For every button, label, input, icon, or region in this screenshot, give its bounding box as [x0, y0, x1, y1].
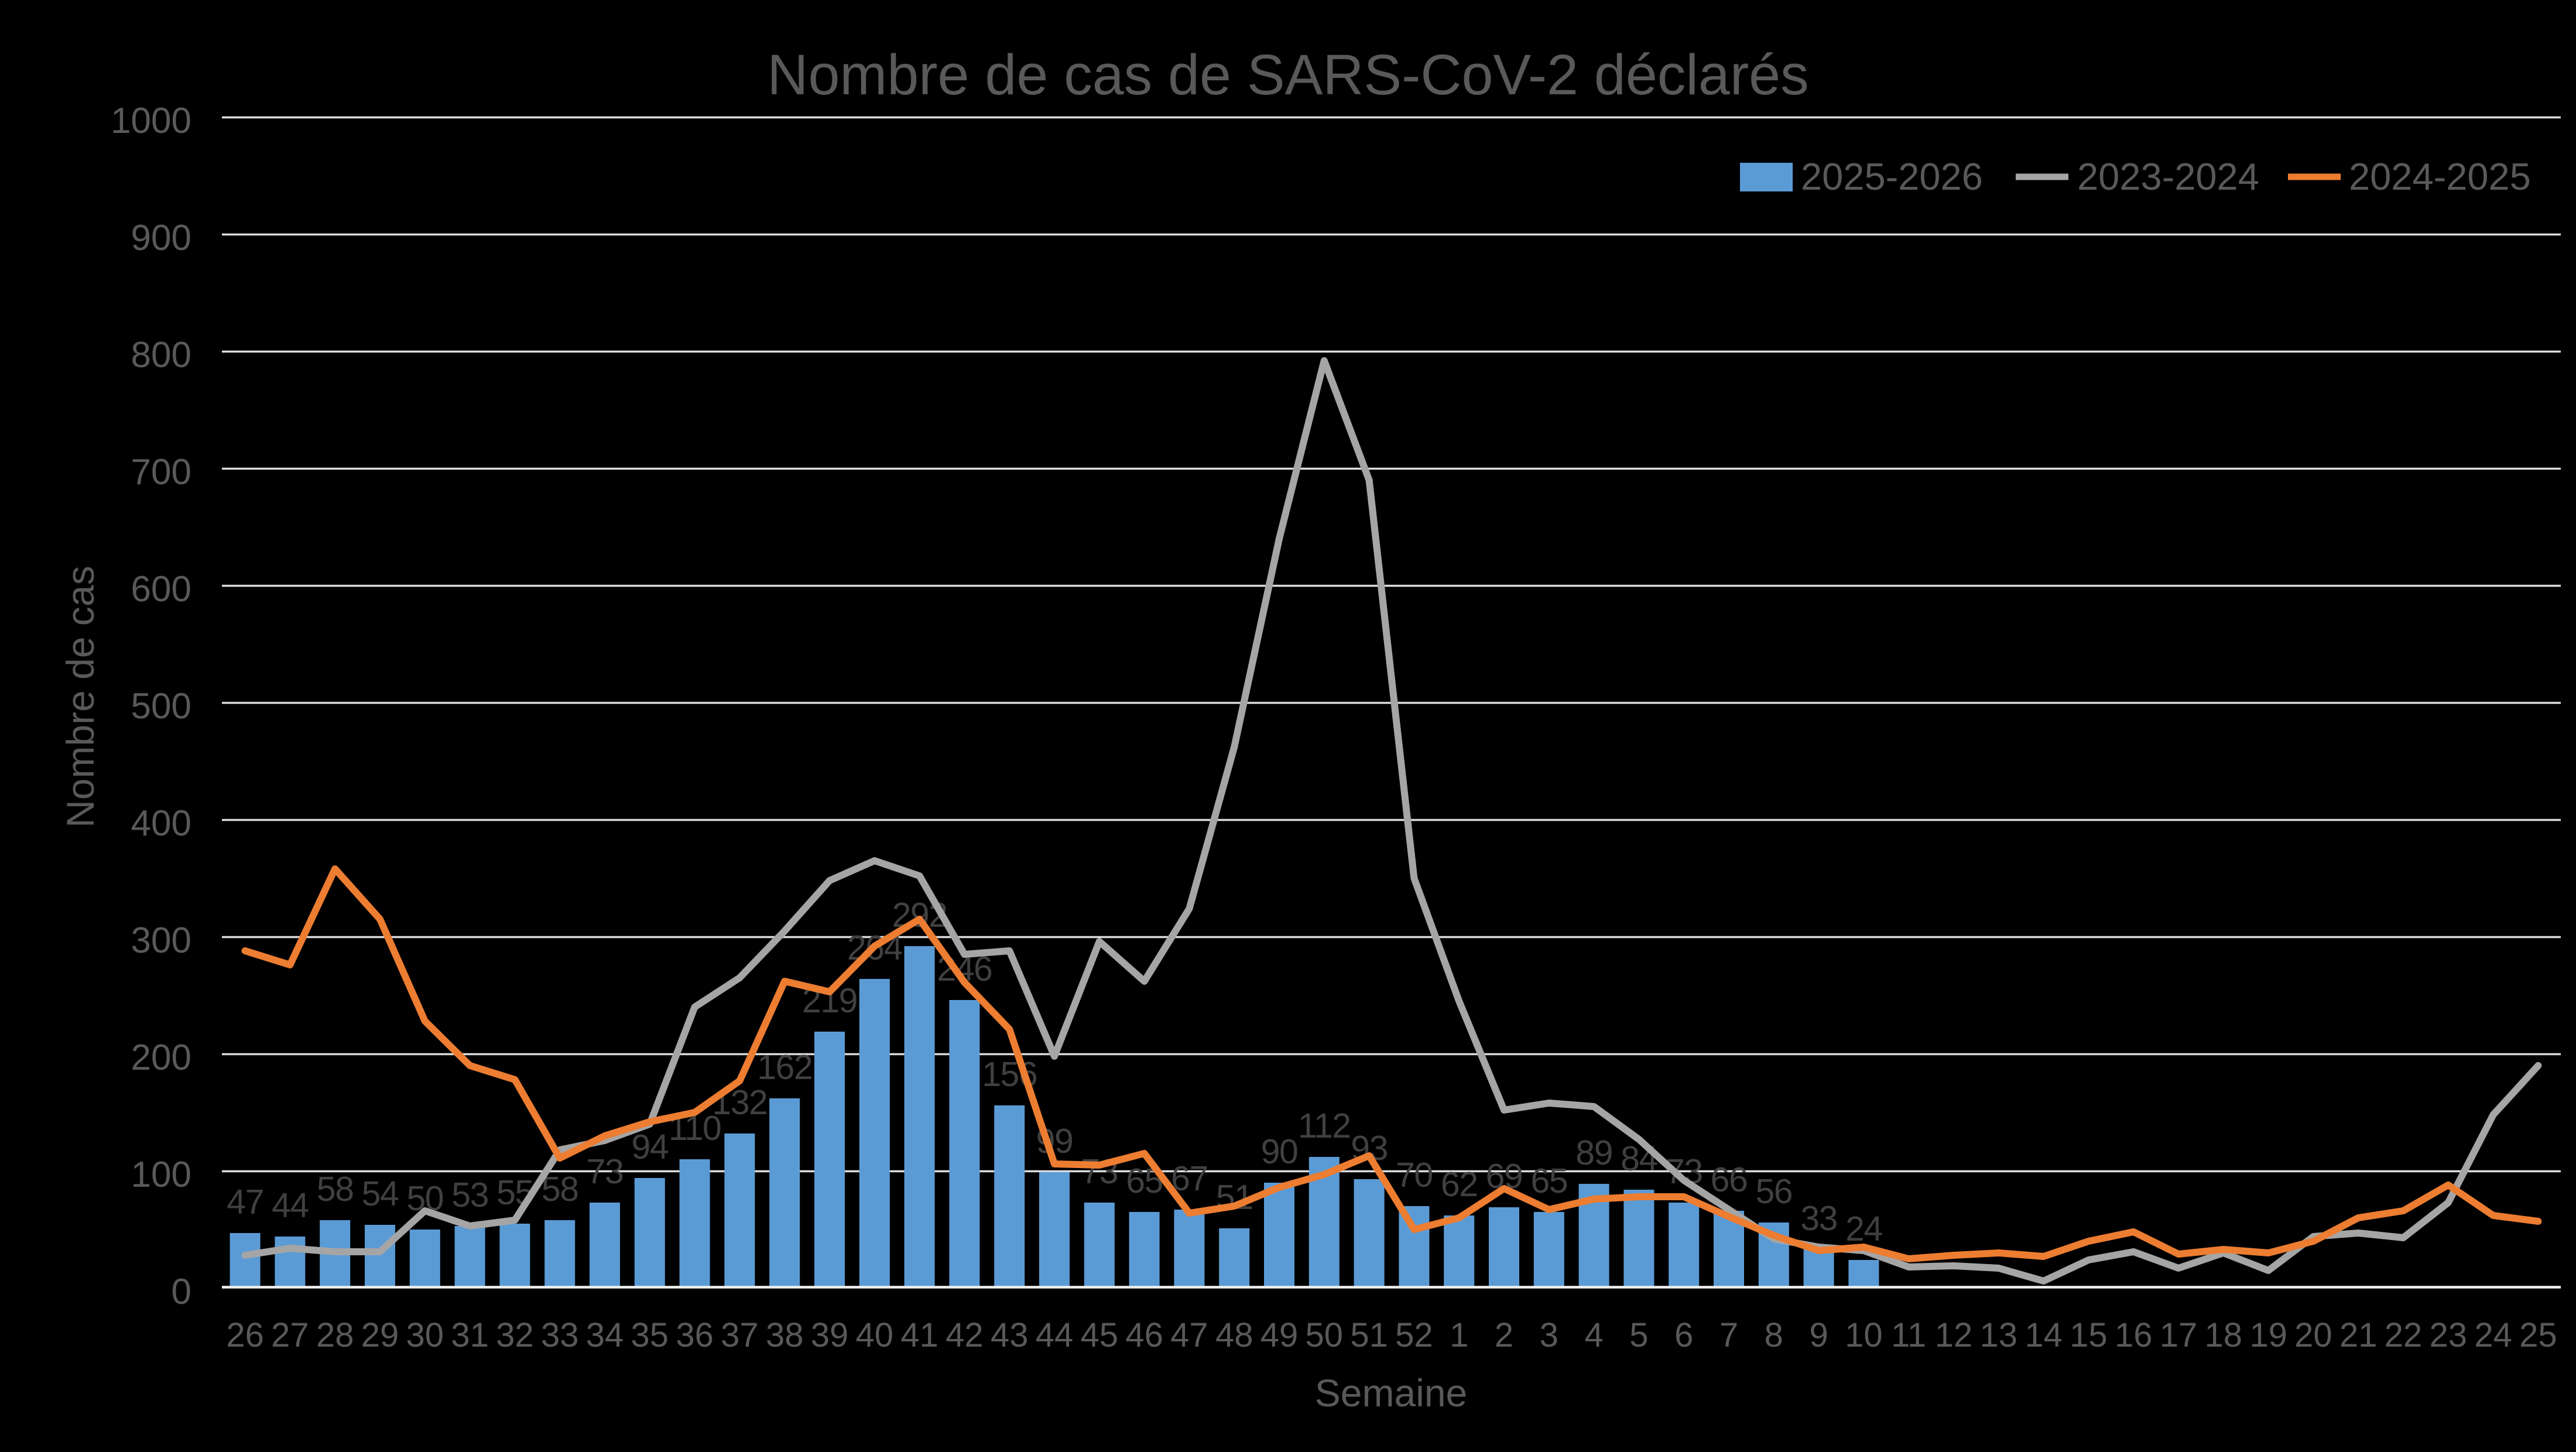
svg-text:44: 44 — [1036, 1316, 1074, 1354]
svg-text:700: 700 — [131, 452, 191, 492]
svg-text:600: 600 — [131, 569, 191, 609]
svg-text:27: 27 — [271, 1316, 309, 1354]
svg-text:32: 32 — [496, 1316, 534, 1354]
svg-text:34: 34 — [586, 1316, 624, 1354]
svg-text:43: 43 — [991, 1316, 1029, 1354]
svg-text:33: 33 — [1800, 1199, 1837, 1238]
svg-text:94: 94 — [631, 1128, 668, 1166]
svg-text:45: 45 — [1081, 1316, 1119, 1354]
svg-text:0: 0 — [172, 1272, 191, 1312]
svg-text:Nombre de cas de SARS-CoV-2 dé: Nombre de cas de SARS-CoV-2 déclarés — [767, 43, 1808, 107]
svg-text:49: 49 — [1260, 1316, 1299, 1354]
svg-text:70: 70 — [1396, 1156, 1433, 1194]
svg-text:25: 25 — [2519, 1316, 2557, 1354]
svg-text:46: 46 — [1125, 1316, 1163, 1354]
svg-text:24: 24 — [1845, 1210, 1882, 1248]
svg-text:800: 800 — [131, 335, 191, 375]
svg-text:53: 53 — [451, 1176, 488, 1214]
svg-text:89: 89 — [1575, 1133, 1612, 1172]
svg-text:29: 29 — [361, 1316, 399, 1354]
svg-text:42: 42 — [946, 1316, 984, 1354]
svg-text:31: 31 — [451, 1316, 489, 1354]
svg-text:15: 15 — [2070, 1316, 2108, 1354]
svg-text:5: 5 — [1629, 1316, 1648, 1354]
svg-text:2024-2025: 2024-2025 — [2349, 155, 2531, 198]
svg-text:Nombre de cas: Nombre de cas — [59, 566, 102, 828]
svg-text:24: 24 — [2474, 1316, 2512, 1354]
svg-text:10: 10 — [1845, 1316, 1883, 1354]
svg-text:300: 300 — [131, 920, 191, 961]
svg-text:400: 400 — [131, 803, 191, 844]
svg-text:132: 132 — [712, 1083, 767, 1122]
svg-text:500: 500 — [131, 686, 191, 727]
svg-text:4: 4 — [1584, 1316, 1603, 1354]
svg-text:66: 66 — [1711, 1160, 1748, 1199]
svg-text:51: 51 — [1350, 1316, 1388, 1354]
svg-text:2025-2026: 2025-2026 — [1801, 155, 1983, 198]
svg-text:26: 26 — [226, 1316, 264, 1354]
svg-text:200: 200 — [131, 1037, 191, 1078]
svg-text:20: 20 — [2294, 1316, 2332, 1354]
svg-text:41: 41 — [900, 1316, 938, 1354]
svg-text:17: 17 — [2160, 1316, 2198, 1354]
svg-text:73: 73 — [1081, 1152, 1118, 1191]
svg-text:12: 12 — [1935, 1316, 1973, 1354]
svg-text:21: 21 — [2339, 1316, 2378, 1354]
svg-text:100: 100 — [131, 1155, 191, 1195]
svg-text:22: 22 — [2385, 1316, 2423, 1354]
svg-text:37: 37 — [721, 1316, 759, 1354]
svg-text:44: 44 — [272, 1186, 309, 1225]
svg-text:30: 30 — [406, 1316, 444, 1354]
svg-text:28: 28 — [316, 1316, 354, 1354]
svg-text:19: 19 — [2249, 1316, 2287, 1354]
svg-text:6: 6 — [1674, 1316, 1693, 1354]
svg-text:62: 62 — [1441, 1165, 1478, 1204]
svg-text:112: 112 — [1298, 1107, 1351, 1145]
svg-text:16: 16 — [2115, 1316, 2153, 1354]
svg-text:8: 8 — [1765, 1316, 1783, 1354]
svg-text:3: 3 — [1540, 1316, 1558, 1354]
svg-text:35: 35 — [631, 1316, 669, 1354]
svg-text:58: 58 — [542, 1170, 578, 1208]
svg-text:47: 47 — [1170, 1316, 1208, 1354]
svg-text:13: 13 — [1980, 1316, 2018, 1354]
svg-text:39: 39 — [811, 1316, 849, 1354]
svg-text:2: 2 — [1495, 1316, 1513, 1354]
svg-text:65: 65 — [1530, 1162, 1567, 1200]
svg-text:1000: 1000 — [111, 101, 191, 141]
svg-text:50: 50 — [1306, 1316, 1344, 1354]
svg-text:90: 90 — [1261, 1132, 1298, 1171]
svg-text:23: 23 — [2430, 1316, 2468, 1354]
svg-text:9: 9 — [1809, 1316, 1828, 1354]
svg-text:900: 900 — [131, 218, 191, 258]
svg-text:36: 36 — [676, 1316, 714, 1354]
svg-text:7: 7 — [1719, 1316, 1738, 1354]
svg-text:47: 47 — [227, 1183, 263, 1221]
svg-text:54: 54 — [362, 1174, 399, 1213]
svg-text:1: 1 — [1450, 1316, 1468, 1354]
svg-text:33: 33 — [541, 1316, 579, 1354]
svg-text:2023-2024: 2023-2024 — [2077, 155, 2259, 198]
svg-text:162: 162 — [757, 1048, 812, 1087]
svg-text:18: 18 — [2205, 1316, 2243, 1354]
svg-text:84: 84 — [1621, 1139, 1657, 1178]
svg-text:73: 73 — [587, 1152, 624, 1191]
svg-text:58: 58 — [317, 1170, 354, 1208]
svg-text:38: 38 — [766, 1316, 804, 1354]
svg-text:14: 14 — [2025, 1316, 2063, 1354]
svg-text:40: 40 — [856, 1316, 894, 1354]
svg-text:11: 11 — [1891, 1316, 1926, 1354]
svg-text:Semaine: Semaine — [1315, 1371, 1468, 1415]
svg-text:48: 48 — [1215, 1316, 1253, 1354]
svg-text:52: 52 — [1395, 1316, 1433, 1354]
svg-text:56: 56 — [1755, 1172, 1792, 1211]
